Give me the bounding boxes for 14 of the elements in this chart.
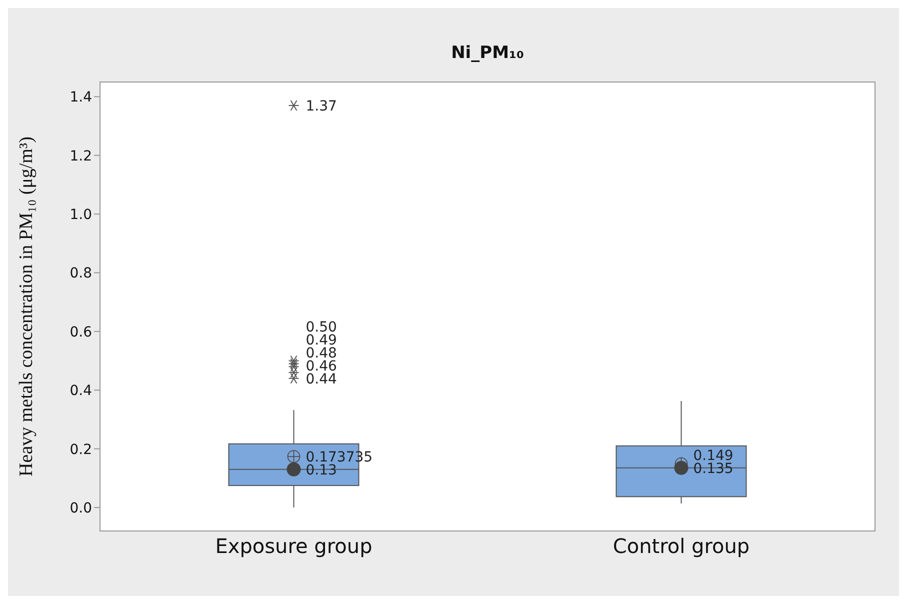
x-tick-label: Control group	[612, 534, 750, 558]
y-tick-label: 0.0	[70, 500, 92, 516]
y-tick-label: 1.4	[70, 90, 92, 106]
y-tick-label: 0.2	[70, 442, 92, 458]
annotation: 0.149	[693, 448, 734, 464]
y-tick-label: 1.2	[70, 148, 92, 164]
y-tick-label: 0.4	[70, 383, 92, 400]
y-tick-label: 0.8	[70, 266, 92, 282]
chart-title: Ni_PM₁₀	[451, 43, 524, 63]
y-axis-title: Heavy metals concentration in PM₁₀ (μg/m³)	[16, 136, 37, 476]
x-tick-label: Exposure group	[215, 534, 372, 558]
y-tick-label: 1.0	[70, 207, 92, 224]
y-tick-label: 0.6	[70, 324, 92, 340]
annotation: 1.37	[306, 98, 337, 114]
